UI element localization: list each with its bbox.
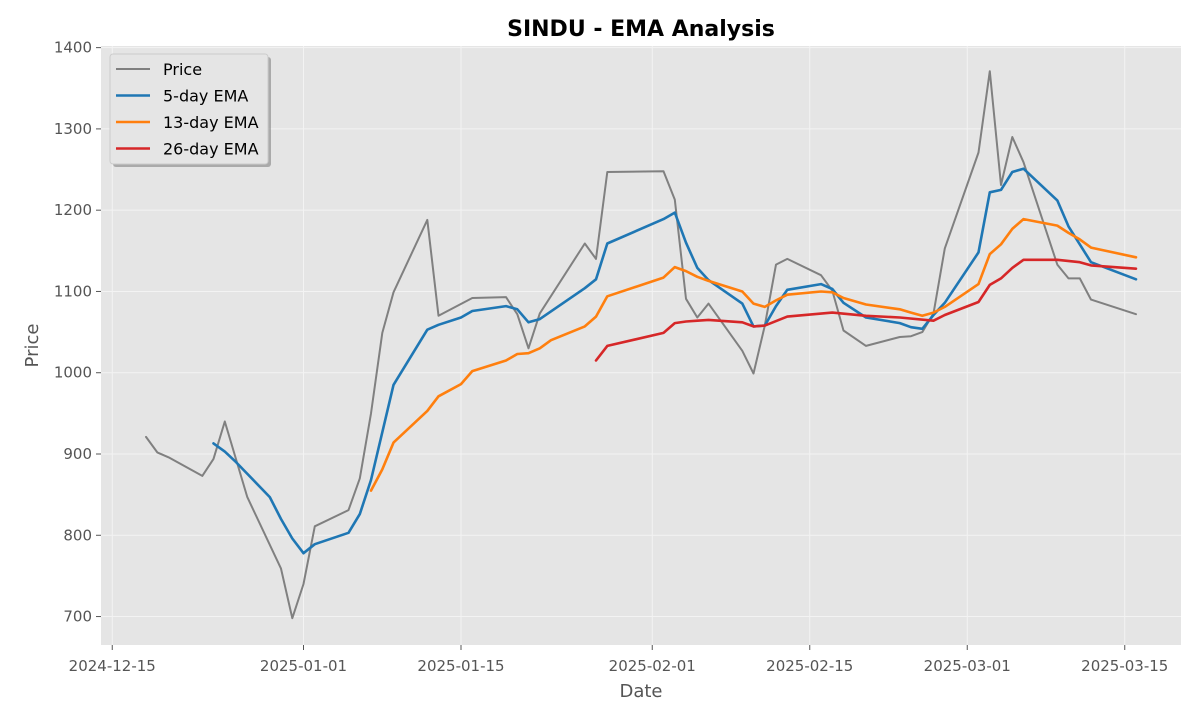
legend: Price 5-day EMA 13-day EMA 26-day EMA [109,53,271,167]
legend-box [109,53,269,165]
series-line-price [145,70,1137,620]
series-line-26-day-ema [594,258,1138,362]
x-tick-label: 2025-01-01 [260,657,347,675]
x-tick-label: 2025-02-15 [766,657,853,675]
y-tick-label: 1200 [54,201,92,219]
x-tick-label: 2025-01-15 [417,657,504,675]
y-tick-label: 1100 [54,282,92,300]
y-tick-label: 1000 [54,364,92,382]
plot-background [101,46,1181,645]
x-tick-label: 2025-02-01 [609,657,696,675]
x-tick-label: 2025-03-01 [924,657,1011,675]
y-axis-label: Price [22,324,43,368]
series-line-13-day-ema [369,217,1138,492]
series-lines [145,70,1138,620]
y-tick-label: 700 [63,608,92,626]
legend-label: 5-day EMA [163,87,248,106]
y-tick-label: 900 [63,445,92,463]
legend-label: 13-day EMA [163,113,259,132]
x-tick-label: 2024-12-15 [69,657,156,675]
chart-title: SINDU - EMA Analysis [507,17,775,42]
y-tick-label: 1400 [54,39,92,57]
x-tick-label: 2025-03-15 [1081,657,1168,675]
y-tick-label: 800 [63,526,92,544]
series-line-5-day-ema [212,167,1138,555]
axes: 700 800 900 1000 1100 1200 1300 1400 2024-12-15 2… [54,39,1169,675]
legend-label: Price [163,60,202,79]
y-tick-label: 1300 [54,120,92,138]
x-axis-label: Date [619,681,662,702]
legend-label: 26-day EMA [163,140,259,159]
